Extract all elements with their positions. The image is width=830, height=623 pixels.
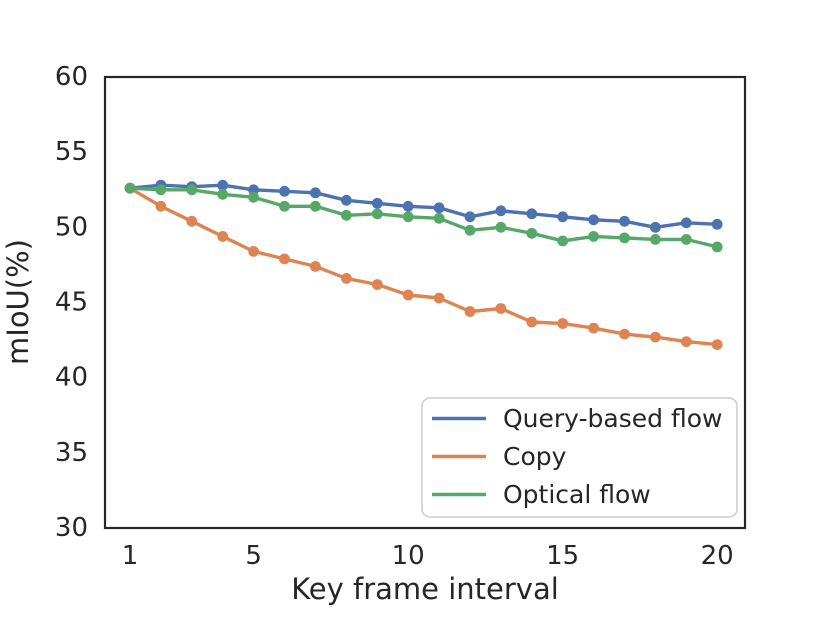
data-point-optical-flow xyxy=(526,227,538,239)
data-point-optical-flow xyxy=(650,234,661,245)
data-point-query-based-flow xyxy=(619,215,630,227)
data-point-copy xyxy=(310,261,321,272)
data-point-optical-flow xyxy=(588,231,599,242)
data-point-query-based-flow xyxy=(711,218,723,230)
y-tick-label: 55 xyxy=(55,137,88,167)
y-tick-label: 35 xyxy=(55,438,88,468)
data-point-copy xyxy=(711,339,723,350)
data-point-copy xyxy=(341,273,352,284)
plot-border xyxy=(103,75,747,530)
x-axis-label: Key frame interval xyxy=(291,572,559,606)
x-tick-label: 5 xyxy=(245,541,262,571)
y-tick-label: 50 xyxy=(55,212,88,242)
data-point-copy xyxy=(495,303,507,314)
legend-item-copy: Copy xyxy=(432,442,567,471)
data-point-optical-flow xyxy=(433,212,445,224)
y-tick-label: 60 xyxy=(55,62,88,92)
x-tick-label: 15 xyxy=(546,541,579,571)
data-point-copy xyxy=(557,318,569,329)
x-tick-label: 10 xyxy=(392,541,425,571)
plot-area xyxy=(103,75,747,530)
data-point-query-based-flow xyxy=(217,179,229,191)
data-point-copy xyxy=(650,331,661,343)
data-point-optical-flow xyxy=(155,184,167,196)
data-point-copy xyxy=(619,328,630,340)
data-point-copy xyxy=(248,246,259,257)
data-point-query-based-flow xyxy=(279,185,290,197)
data-point-query-based-flow xyxy=(680,217,692,229)
data-point-optical-flow xyxy=(464,224,476,236)
data-point-query-based-flow xyxy=(402,200,414,212)
y-tick-label: 45 xyxy=(55,288,88,318)
y-tick-label: 30 xyxy=(55,513,88,543)
data-point-optical-flow xyxy=(217,188,229,200)
data-point-query-based-flow xyxy=(248,184,259,196)
legend-item-optical-flow: Optical flow xyxy=(432,480,651,509)
data-point-query-based-flow xyxy=(464,211,476,223)
data-point-copy xyxy=(588,322,599,334)
data-point-copy xyxy=(279,253,290,265)
data-point-copy xyxy=(433,292,445,304)
data-point-optical-flow xyxy=(680,234,692,245)
legend-box xyxy=(421,397,738,518)
data-point-query-based-flow xyxy=(650,221,661,233)
data-point-optical-flow xyxy=(371,208,383,220)
data-point-query-based-flow xyxy=(371,197,383,209)
x-tick-label: 1 xyxy=(122,541,139,571)
data-point-query-based-flow xyxy=(588,214,599,226)
series-optical-flow xyxy=(124,182,723,253)
data-point-optical-flow xyxy=(402,211,414,223)
data-point-optical-flow xyxy=(248,191,259,203)
legend-label: Optical flow xyxy=(503,480,651,509)
x-tick-label: 20 xyxy=(701,541,734,571)
data-point-copy xyxy=(526,316,538,328)
data-point-copy xyxy=(464,306,476,317)
legend-label: Copy xyxy=(503,442,567,471)
legend-item-query-based-flow: Query-based flow xyxy=(432,404,722,433)
legend: Query-based flow Copy Optical flow xyxy=(421,397,738,518)
data-point-query-based-flow xyxy=(557,211,569,223)
legend-label: Query-based flow xyxy=(503,404,722,433)
data-point-optical-flow xyxy=(341,209,352,221)
data-point-optical-flow xyxy=(495,221,507,233)
y-axis-label: mIoU(%) xyxy=(1,239,35,365)
data-point-copy xyxy=(155,200,167,212)
data-series xyxy=(124,179,723,350)
data-point-optical-flow xyxy=(557,235,569,247)
data-point-query-based-flow xyxy=(310,187,321,199)
data-point-copy xyxy=(402,289,414,301)
data-point-optical-flow xyxy=(310,200,321,212)
data-point-copy xyxy=(371,279,383,290)
data-point-optical-flow xyxy=(711,241,723,253)
y-tick-label: 40 xyxy=(55,363,88,393)
data-point-optical-flow xyxy=(124,182,136,194)
data-point-query-based-flow xyxy=(526,208,538,220)
data-point-query-based-flow xyxy=(433,202,445,214)
data-point-optical-flow xyxy=(186,184,198,196)
data-point-copy xyxy=(217,231,229,242)
series-line-copy xyxy=(128,186,719,347)
data-point-optical-flow xyxy=(279,200,290,212)
data-point-query-based-flow xyxy=(341,194,352,206)
data-point-copy xyxy=(186,215,198,227)
series-copy xyxy=(124,182,723,350)
data-point-copy xyxy=(680,336,692,347)
data-point-optical-flow xyxy=(619,232,630,244)
series-query-based-flow xyxy=(124,179,723,233)
data-point-query-based-flow xyxy=(495,205,507,217)
